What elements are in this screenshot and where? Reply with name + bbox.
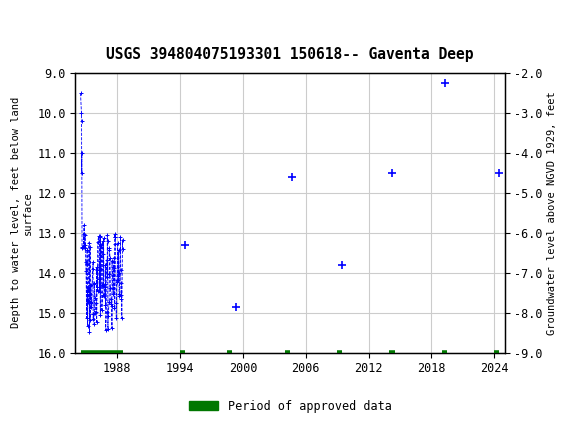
Text: ≡USGS: ≡USGS xyxy=(14,17,69,35)
Y-axis label: Groundwater level above NGVD 1929, feet: Groundwater level above NGVD 1929, feet xyxy=(547,91,557,335)
Legend: Period of approved data: Period of approved data xyxy=(184,395,396,417)
Text: USGS 394804075193301 150618-- Gaventa Deep: USGS 394804075193301 150618-- Gaventa De… xyxy=(106,47,474,62)
Y-axis label: Depth to water level, feet below land
surface: Depth to water level, feet below land su… xyxy=(12,97,33,329)
